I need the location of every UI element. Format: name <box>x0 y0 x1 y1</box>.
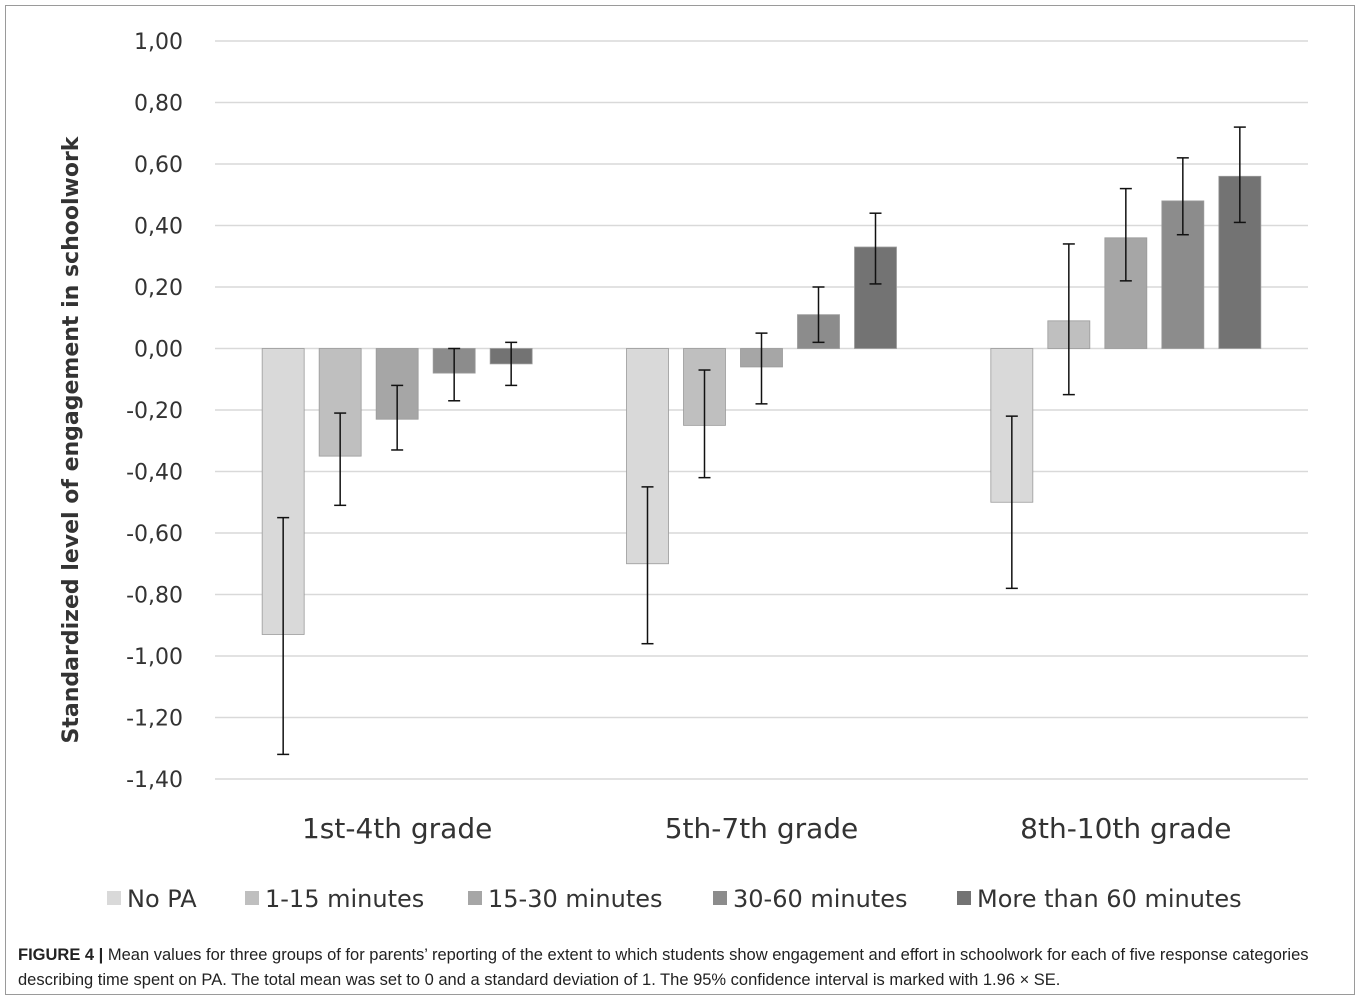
y-tick-label: -1,00 <box>126 645 183 670</box>
y-tick-label: -0,80 <box>126 584 183 609</box>
error-bar <box>869 212 882 285</box>
error-bar <box>391 384 404 451</box>
x-axis-categories: 1st-4th grade 5th-7th grade 8th-10th grade <box>302 812 1232 845</box>
legend-swatch <box>468 891 482 905</box>
y-tick-label: 0,80 <box>134 92 183 117</box>
figure-caption: FIGURE 4 | Mean values for three groups … <box>18 943 1348 993</box>
legend-label: 1-15 minutes <box>265 885 424 913</box>
error-bar <box>1005 415 1018 590</box>
legend-swatch <box>245 891 259 905</box>
legend-swatch <box>107 891 121 905</box>
error-bar <box>277 516 290 756</box>
y-tick-label: 0,20 <box>134 276 183 301</box>
y-tick-label: -1,20 <box>126 707 183 732</box>
error-bars <box>277 126 1246 756</box>
legend-label: 15-30 minutes <box>488 885 663 913</box>
y-tick-label: 0,40 <box>134 215 183 240</box>
legend-item: More than 60 minutes <box>957 885 1242 913</box>
legend-item: 30-60 minutes <box>713 885 908 913</box>
legend-label: No PA <box>127 885 197 913</box>
y-tick-label: 0,60 <box>134 153 183 178</box>
error-bar <box>1233 126 1246 224</box>
error-bar <box>1119 187 1132 282</box>
y-tick-label: 0,00 <box>134 338 183 363</box>
y-tick-label: -0,20 <box>126 399 183 424</box>
error-bar <box>812 286 825 344</box>
legend-swatch <box>713 891 727 905</box>
y-tick-label: -1,40 <box>126 768 183 793</box>
error-bar <box>505 341 518 387</box>
error-bar <box>1062 243 1075 396</box>
x-category-label: 1st-4th grade <box>302 812 492 845</box>
error-bar <box>448 347 461 402</box>
caption-label: FIGURE 4 | <box>18 946 104 964</box>
y-tick-label: 1,00 <box>134 30 183 55</box>
legend: No PA 1-15 minutes 15-30 minutes 30-60 minu… <box>107 885 1242 913</box>
legend-label: More than 60 minutes <box>977 885 1242 913</box>
error-bar <box>755 332 768 405</box>
legend-swatch <box>957 891 971 905</box>
figure-frame <box>5 5 1355 995</box>
bars <box>261 175 1262 635</box>
legend-item: 15-30 minutes <box>468 885 663 913</box>
y-axis-title: Standardized level of engagement in scho… <box>59 135 84 743</box>
x-category-label: 8th-10th grade <box>1020 812 1231 845</box>
error-bar <box>334 412 347 507</box>
y-tick-label: -0,40 <box>126 461 183 486</box>
legend-item: No PA <box>107 885 197 913</box>
caption-text: Mean values for three groups of for pare… <box>18 946 1309 989</box>
y-tick-label: -0,60 <box>126 522 183 547</box>
error-bar <box>698 369 711 479</box>
error-bar <box>1176 157 1189 236</box>
legend-label: 30-60 minutes <box>733 885 908 913</box>
x-category-label: 5th-7th grade <box>665 812 859 845</box>
legend-item: 1-15 minutes <box>245 885 424 913</box>
y-axis-ticks: 1,00 0,80 0,60 0,40 0,20 0,00 -0,20 -0,40 -0,60 -… <box>126 30 183 793</box>
error-bar <box>641 486 654 645</box>
